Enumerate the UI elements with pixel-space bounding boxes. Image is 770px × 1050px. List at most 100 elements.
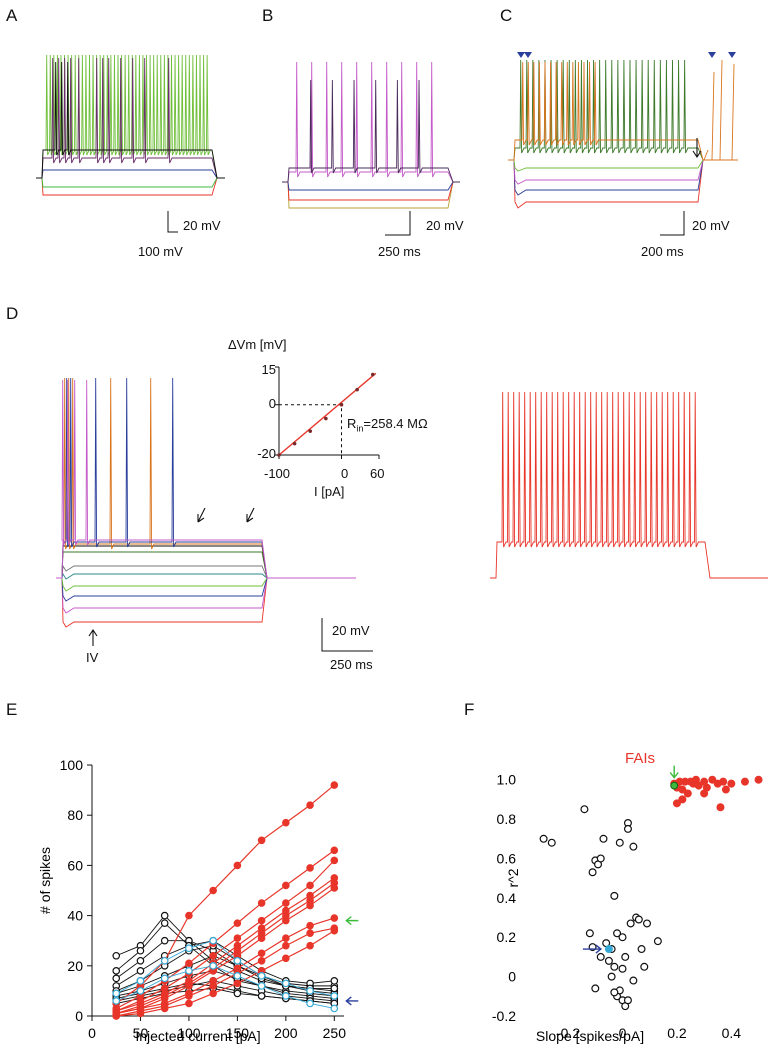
- chart-e-point: [306, 921, 314, 930]
- inset-rin-label: Rin=258.4 MΩ: [347, 416, 428, 434]
- chart-f-point: [683, 789, 692, 798]
- trace-d-orange: [56, 377, 356, 579]
- chart-e-point: [282, 934, 290, 942]
- panel-d-scale-v: 20 mV: [332, 623, 370, 638]
- chart-e-point: [160, 936, 169, 945]
- panel-letter-c: C: [500, 6, 513, 25]
- chart-e-series-line: [116, 877, 335, 1012]
- inset-ylabel: ΔVm [mV]: [228, 337, 287, 352]
- inset-rin-prefix: R: [347, 416, 357, 431]
- inset-point: [339, 402, 344, 407]
- chart-e-point: [233, 919, 242, 927]
- chart-e-point: [282, 941, 290, 950]
- chart-e-x-tick-label: 200: [274, 1025, 298, 1041]
- chart-e-point: [136, 987, 145, 995]
- chart-e-series-line: [115, 940, 335, 987]
- inset-point: [355, 387, 359, 392]
- chart-e-point: [257, 949, 266, 958]
- chart-e-point: [306, 801, 314, 809]
- inset-xtick-2: 60: [370, 466, 385, 481]
- chart-f-point: [678, 795, 687, 804]
- chart-e-ylabel: # of spikes: [37, 847, 53, 914]
- chart-f-x-tick-label: 0.2: [667, 1025, 687, 1041]
- chart-f-point: [607, 972, 616, 981]
- panel-letter-d: D: [6, 304, 19, 323]
- chart-f-point: [618, 933, 627, 942]
- chart-e-point: [257, 956, 266, 965]
- chart-e-point: [160, 911, 169, 920]
- chart-f-slope: -0.2 0 0.2 0.4 0.6 0.8 1.0 -0.2 0 0.2 0.4 Slope [sp…: [492, 765, 763, 1044]
- chart-f-point: [588, 868, 597, 877]
- trace-d-blue: [56, 377, 356, 579]
- trace-a-blue: [36, 169, 225, 179]
- chart-f-point: [580, 805, 589, 814]
- trace-c-orange: [508, 61, 738, 161]
- inset-point: [370, 372, 375, 377]
- chart-e-y-tick-label: 60: [67, 857, 83, 873]
- chart-e-point: [306, 901, 314, 910]
- chart-f-point: [621, 952, 630, 961]
- rebound-marker-icon: [524, 52, 532, 58]
- chart-f-arrow-icon: [582, 944, 603, 954]
- chart-e-point: [209, 951, 217, 960]
- chart-e-point: [233, 956, 242, 965]
- chart-e-point: [136, 1009, 145, 1018]
- chart-f-point: [678, 785, 687, 794]
- chart-e-y-tick-label: 40: [67, 908, 83, 924]
- chart-e-point: [160, 974, 169, 983]
- chart-e-point: [330, 846, 339, 855]
- chart-e-point: [209, 961, 217, 970]
- chart-f-point: [613, 929, 622, 938]
- chart-e-point: [233, 979, 242, 988]
- chart-e-point: [330, 926, 339, 935]
- panel-b-scale-v: 20 mV: [426, 218, 464, 233]
- chart-f-point: [604, 945, 613, 954]
- trace-d-hyperpol: [56, 564, 356, 579]
- chart-e-point: [282, 899, 290, 907]
- panel-letter-f: F: [464, 700, 475, 719]
- chart-e-y-tick-label: 0: [75, 1008, 83, 1024]
- chart-f-x-tick-label: 0: [619, 1025, 627, 1041]
- chart-f-point: [623, 996, 632, 1005]
- chart-e-point: [330, 1004, 339, 1013]
- chart-f-y-tick-label: 1.0: [497, 772, 517, 788]
- chart-e-point: [330, 984, 339, 993]
- chart-e-point: [136, 946, 145, 955]
- chart-e-point: [185, 999, 193, 1008]
- chart-f-point: [754, 775, 763, 784]
- chart-e-point: [306, 929, 314, 937]
- panel-a-scale-bar: [167, 211, 178, 233]
- panel-d-scale-t: 250 ms: [330, 657, 373, 672]
- inset-xlabel: I [pA]: [314, 484, 345, 499]
- chart-f-y-tick-label: 0.6: [497, 850, 517, 866]
- chart-e-point: [209, 936, 217, 945]
- chart-f-ylabel: r^2: [505, 868, 521, 887]
- chart-e-point: [233, 989, 242, 998]
- panel-letter-b: B: [262, 6, 274, 25]
- chart-f-point: [721, 785, 730, 794]
- chart-f-x-tick-label: 0.4: [722, 1025, 742, 1041]
- panel-b-scale-t: 250 ms: [378, 244, 421, 259]
- chart-e-y-tick-label: 20: [67, 958, 83, 974]
- chart-f-point: [640, 962, 649, 971]
- trace-d-black: [56, 545, 356, 579]
- chart-e-point: [112, 951, 121, 960]
- panel-b-scale-bar: [385, 211, 411, 236]
- chart-e-point: [306, 941, 314, 950]
- chart-f-point: [596, 952, 605, 961]
- inset-rin-sub: in: [356, 423, 364, 434]
- chart-f-point: [727, 779, 736, 788]
- panel-d-iv-label: IV: [86, 650, 99, 665]
- chart-e-series-line: [116, 980, 335, 1002]
- chart-f-point: [740, 777, 749, 786]
- chart-e-series-line: [115, 940, 335, 987]
- chart-e-point: [136, 967, 145, 975]
- trace-d-hyperpol: [56, 577, 356, 602]
- chart-f-point: [670, 781, 679, 790]
- panel-c-scale-v: 20 mV: [692, 218, 730, 233]
- trace-a-green: [36, 177, 225, 188]
- iv-inset: [275, 366, 380, 459]
- panel-d-scale-bar: [321, 618, 373, 652]
- chart-f-point: [610, 962, 619, 971]
- chart-e-point: [257, 916, 266, 925]
